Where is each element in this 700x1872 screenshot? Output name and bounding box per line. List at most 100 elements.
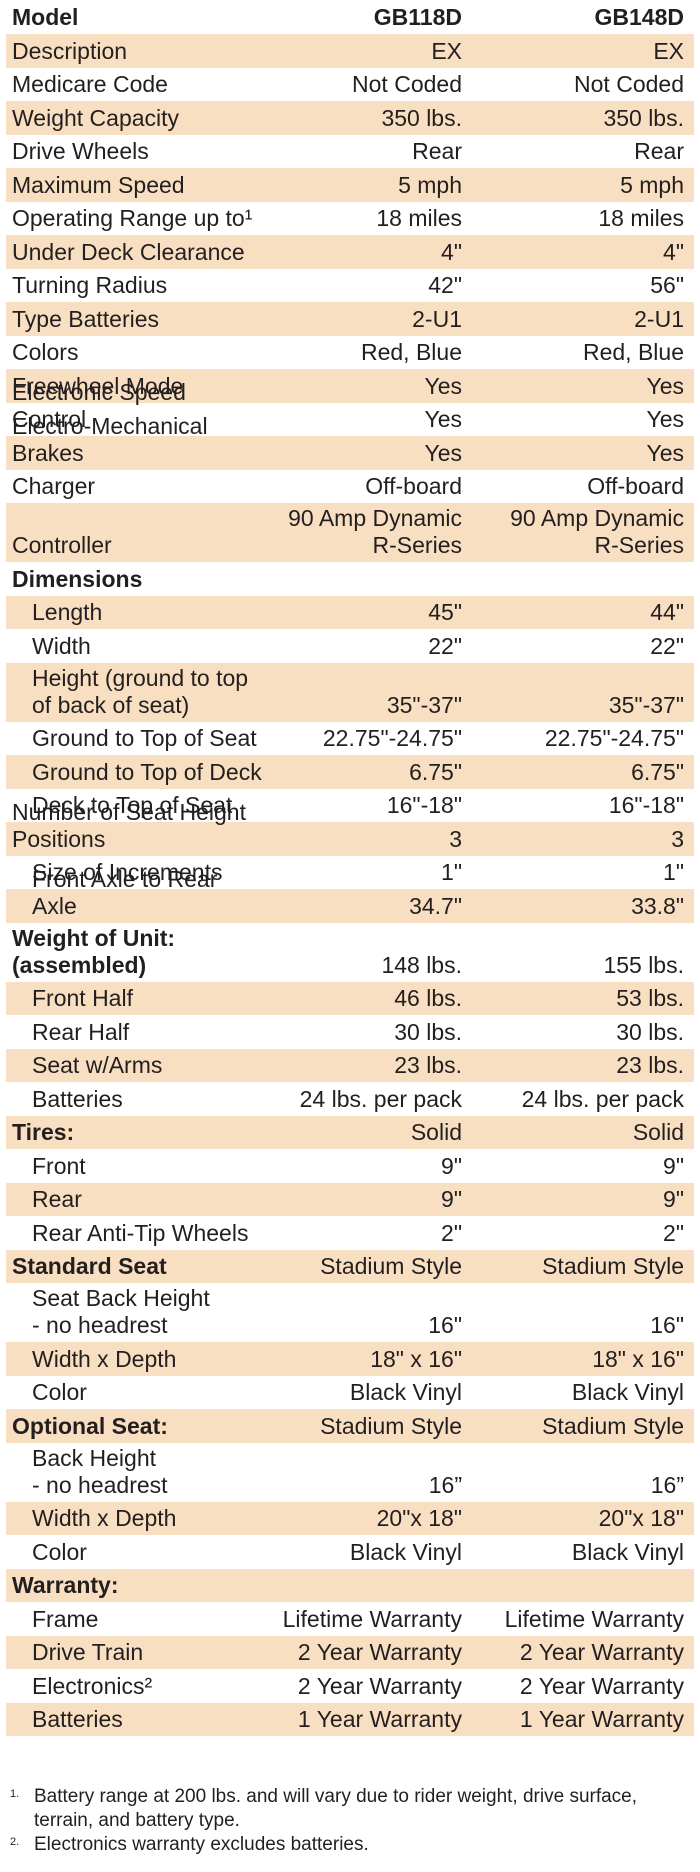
table-row: Rear Half 30 lbs. 30 lbs. xyxy=(6,1015,694,1049)
table-row: Width x Depth 20"x 18" 20"x 18" xyxy=(6,1501,694,1535)
header-label: Model xyxy=(12,4,79,30)
row-label: Drive Wheels xyxy=(12,138,149,164)
value-gb118d: Black Vinyl xyxy=(349,1379,462,1405)
row-label: Standard Seat xyxy=(12,1253,167,1279)
row-label: Turning Radius xyxy=(12,272,168,298)
value-gb148d: EX xyxy=(653,37,684,64)
row-label: Batteries xyxy=(32,1706,123,1732)
row-label: Ground to Top of Deck xyxy=(32,758,262,785)
row-label: Medicare Code xyxy=(12,71,168,97)
row-label: Ground to Top of Seat xyxy=(32,725,257,751)
footnotes: 1. Battery range at 200 lbs. and will var… xyxy=(10,1785,690,1857)
table-row: Operating Range up to¹ 18 miles 18 miles xyxy=(6,202,694,236)
row-label: Type Batteries xyxy=(12,305,160,332)
table-row: Colors Red, Blue Red, Blue xyxy=(6,336,694,370)
row-label: Rear xyxy=(32,1186,82,1212)
model-gb118d: GB118D xyxy=(373,4,462,30)
table-row: Batteries 1 Year Warranty 1 Year Warranty xyxy=(6,1702,694,1736)
footnote-mark: 1. xyxy=(10,1788,20,1800)
value-gb118d: 30 lbs. xyxy=(394,1018,462,1045)
value-gb148d: Solid xyxy=(632,1119,684,1145)
table-row: Rear Anti-Tip Wheels 2" 2" xyxy=(6,1216,694,1250)
table-row: Size of Increments 1" 1" xyxy=(6,856,694,890)
value-gb148d: 16" xyxy=(650,1312,684,1338)
row-label: Back Height - no headrest xyxy=(32,1444,168,1498)
value-gb118d: 9" xyxy=(441,1152,462,1179)
row-label: Maximum Speed xyxy=(12,171,185,198)
value-gb148d: Rear xyxy=(634,138,684,164)
row-label: Operating Range up to¹ xyxy=(12,205,253,231)
table-header: Model GB118D GB148D xyxy=(6,0,694,34)
value-gb118d: Rear xyxy=(412,138,462,164)
value-gb118d: 350 lbs. xyxy=(381,104,462,131)
table-row: Rear 9" 9" xyxy=(6,1182,694,1216)
row-label: Electronics² xyxy=(32,1672,153,1699)
value-gb118d: 16"-18" xyxy=(386,792,462,818)
value-gb118d: 23 lbs. xyxy=(394,1052,462,1078)
value-gb118d: 6.75" xyxy=(409,758,462,785)
value-gb148d: 1 Year Warranty xyxy=(519,1706,684,1732)
value-gb148d: Red, Blue xyxy=(582,339,684,365)
row-label: Color xyxy=(32,1379,87,1405)
row-label: Dimensions xyxy=(12,565,143,592)
row-label: Width x Depth xyxy=(32,1345,177,1372)
value-gb148d: 2" xyxy=(663,1219,684,1246)
value-gb118d: 16” xyxy=(428,1471,462,1498)
row-label: Front Axle to Rear Axle xyxy=(32,865,218,919)
value-gb148d: 90 Amp Dynamic R-Series xyxy=(510,505,684,558)
value-gb118d: Red, Blue xyxy=(360,339,462,365)
value-gb148d: Stadium Style xyxy=(542,1412,684,1439)
value-gb148d: 22.75"-24.75" xyxy=(544,725,684,751)
value-gb118d: 9" xyxy=(441,1186,462,1212)
table-row: Seat Back Height - no headrest 16" 16" xyxy=(6,1283,694,1342)
table-row: Deck to Top of Seat 16"-18" 16"-18" xyxy=(6,789,694,823)
value-gb118d: 22" xyxy=(428,632,462,659)
value-gb148d: 23 lbs. xyxy=(616,1052,684,1078)
table-row: Weight of Unit: (assembled) 148 lbs. 155 l… xyxy=(6,923,694,982)
row-label: Description xyxy=(12,37,128,64)
value-gb148d: Black Vinyl xyxy=(571,1379,684,1405)
value-gb118d: 35"-37" xyxy=(386,691,462,718)
value-gb148d: Yes xyxy=(646,439,684,466)
row-label: Seat w/Arms xyxy=(32,1052,163,1078)
value-gb148d: 2-U1 xyxy=(634,305,684,332)
table-row: Ground to Top of Seat 22.75"-24.75" 22.75"… xyxy=(6,722,694,756)
table-row: Electronic Speed Control Yes Yes xyxy=(6,379,694,437)
row-label: Drive Train xyxy=(32,1639,144,1665)
value-gb148d: 20"x 18" xyxy=(598,1505,684,1531)
value-gb118d: 16" xyxy=(428,1312,462,1338)
row-label: Electronic Speed Control xyxy=(12,379,186,432)
table-row: Maximum Speed 5 mph 5 mph xyxy=(6,168,694,202)
row-label: Rear Half xyxy=(32,1018,130,1045)
value-gb118d: Stadium Style xyxy=(320,1412,462,1439)
footnote: 1. Battery range at 200 lbs. and will var… xyxy=(10,1785,690,1833)
value-gb148d: Black Vinyl xyxy=(571,1538,684,1565)
value-gb118d: 18" x 16" xyxy=(370,1345,462,1372)
value-gb148d: 155 lbs. xyxy=(603,951,684,978)
value-gb118d: 18 miles xyxy=(376,205,462,231)
footnote-mark: 2. xyxy=(10,1836,20,1848)
value-gb118d: 5 mph xyxy=(398,171,462,198)
value-gb118d: 24 lbs. per pack xyxy=(299,1085,462,1112)
table-row: Width 22" 22" xyxy=(6,629,694,663)
row-label: Under Deck Clearance xyxy=(12,238,245,265)
table-row: Seat w/Arms 23 lbs. 23 lbs. xyxy=(6,1048,694,1082)
row-label: Color xyxy=(32,1538,87,1565)
table-row: Charger Off-board Off-board xyxy=(6,470,694,504)
value-gb118d: Not Coded xyxy=(352,71,462,97)
value-gb148d: 53 lbs. xyxy=(616,985,684,1011)
row-label: Charger xyxy=(12,473,96,499)
value-gb118d: 3 xyxy=(449,825,462,852)
value-gb148d: 350 lbs. xyxy=(603,104,684,131)
value-gb148d: 44" xyxy=(650,599,684,625)
table-row: Dimensions xyxy=(6,562,694,596)
value-gb148d: 6.75" xyxy=(631,758,684,785)
value-gb148d: 56" xyxy=(650,272,684,298)
value-gb118d: 4" xyxy=(441,238,462,265)
table-row: Length 45" 44" xyxy=(6,595,694,629)
row-label: Rear Anti-Tip Wheels xyxy=(32,1219,249,1246)
value-gb148d: 22" xyxy=(650,632,684,659)
row-label: Front Half xyxy=(32,985,133,1011)
value-gb148d: Yes xyxy=(646,406,684,432)
table-row: Color Black Vinyl Black Vinyl xyxy=(6,1535,694,1569)
